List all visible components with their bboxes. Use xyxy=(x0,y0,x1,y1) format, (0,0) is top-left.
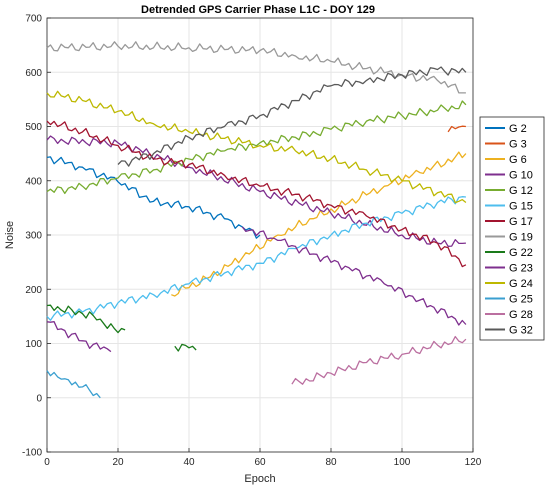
legend-label: G 12 xyxy=(509,185,533,197)
legend-label: G 6 xyxy=(509,154,527,166)
chart-title: Detrended GPS Carrier Phase L1C - DOY 12… xyxy=(141,4,375,16)
series-line xyxy=(46,135,466,247)
series-line xyxy=(46,321,112,353)
x-tick-label: 60 xyxy=(254,457,266,468)
y-tick-label: 100 xyxy=(25,339,42,350)
series-line xyxy=(46,156,261,239)
series-line xyxy=(291,335,467,385)
series-line xyxy=(117,66,467,167)
x-tick-label: 80 xyxy=(325,457,337,468)
x-tick-label: 120 xyxy=(465,457,482,468)
y-tick-label: 400 xyxy=(25,176,42,187)
y-axis-label: Noise xyxy=(4,221,16,249)
x-tick-label: 0 xyxy=(44,457,50,468)
y-tick-label: 500 xyxy=(25,122,42,133)
y-tick-label: 0 xyxy=(36,393,42,404)
y-tick-label: 300 xyxy=(25,231,42,242)
x-tick-label: 100 xyxy=(394,457,411,468)
series-line xyxy=(46,120,467,268)
y-tick-label: 600 xyxy=(25,68,42,79)
legend-label: G 28 xyxy=(509,309,533,321)
legend-label: G 23 xyxy=(509,263,533,275)
axis-ticks: 0 20 40 60 80 100 120-100010020030040050060070… xyxy=(22,14,482,469)
series-line xyxy=(46,41,466,94)
series-line xyxy=(46,304,126,334)
series-line xyxy=(447,125,466,133)
series-line xyxy=(46,370,101,399)
legend-label: G 25 xyxy=(509,294,533,306)
y-tick-label: -100 xyxy=(22,448,42,459)
legend-label: G 15 xyxy=(509,201,533,213)
legend-label: G 22 xyxy=(509,247,533,259)
legend: G 2 G 3 G 6 G 10 G 12 G 15 G 17 G 19 G 22 G 23 G 2… xyxy=(479,116,545,341)
y-tick-label: 200 xyxy=(25,285,42,296)
series-line xyxy=(171,151,467,297)
x-tick-label: 40 xyxy=(183,457,195,468)
legend-label: G 2 xyxy=(509,123,527,135)
series-line xyxy=(46,196,466,321)
legend-label: G 10 xyxy=(509,170,533,182)
series-lines xyxy=(46,41,467,399)
legend-box xyxy=(479,116,545,341)
series-line xyxy=(241,226,467,326)
x-tick-label: 20 xyxy=(112,457,124,468)
legend-label: G 17 xyxy=(509,216,533,228)
x-axis-label: Epoch xyxy=(244,473,275,485)
legend-label: G 3 xyxy=(509,139,527,151)
series-line xyxy=(46,100,467,195)
y-tick-label: 700 xyxy=(25,14,42,25)
legend-label: G 24 xyxy=(509,278,533,290)
legend-label: G 19 xyxy=(509,232,533,244)
series-line xyxy=(46,90,467,204)
series-line xyxy=(174,343,197,352)
legend-label: G 32 xyxy=(509,325,533,337)
